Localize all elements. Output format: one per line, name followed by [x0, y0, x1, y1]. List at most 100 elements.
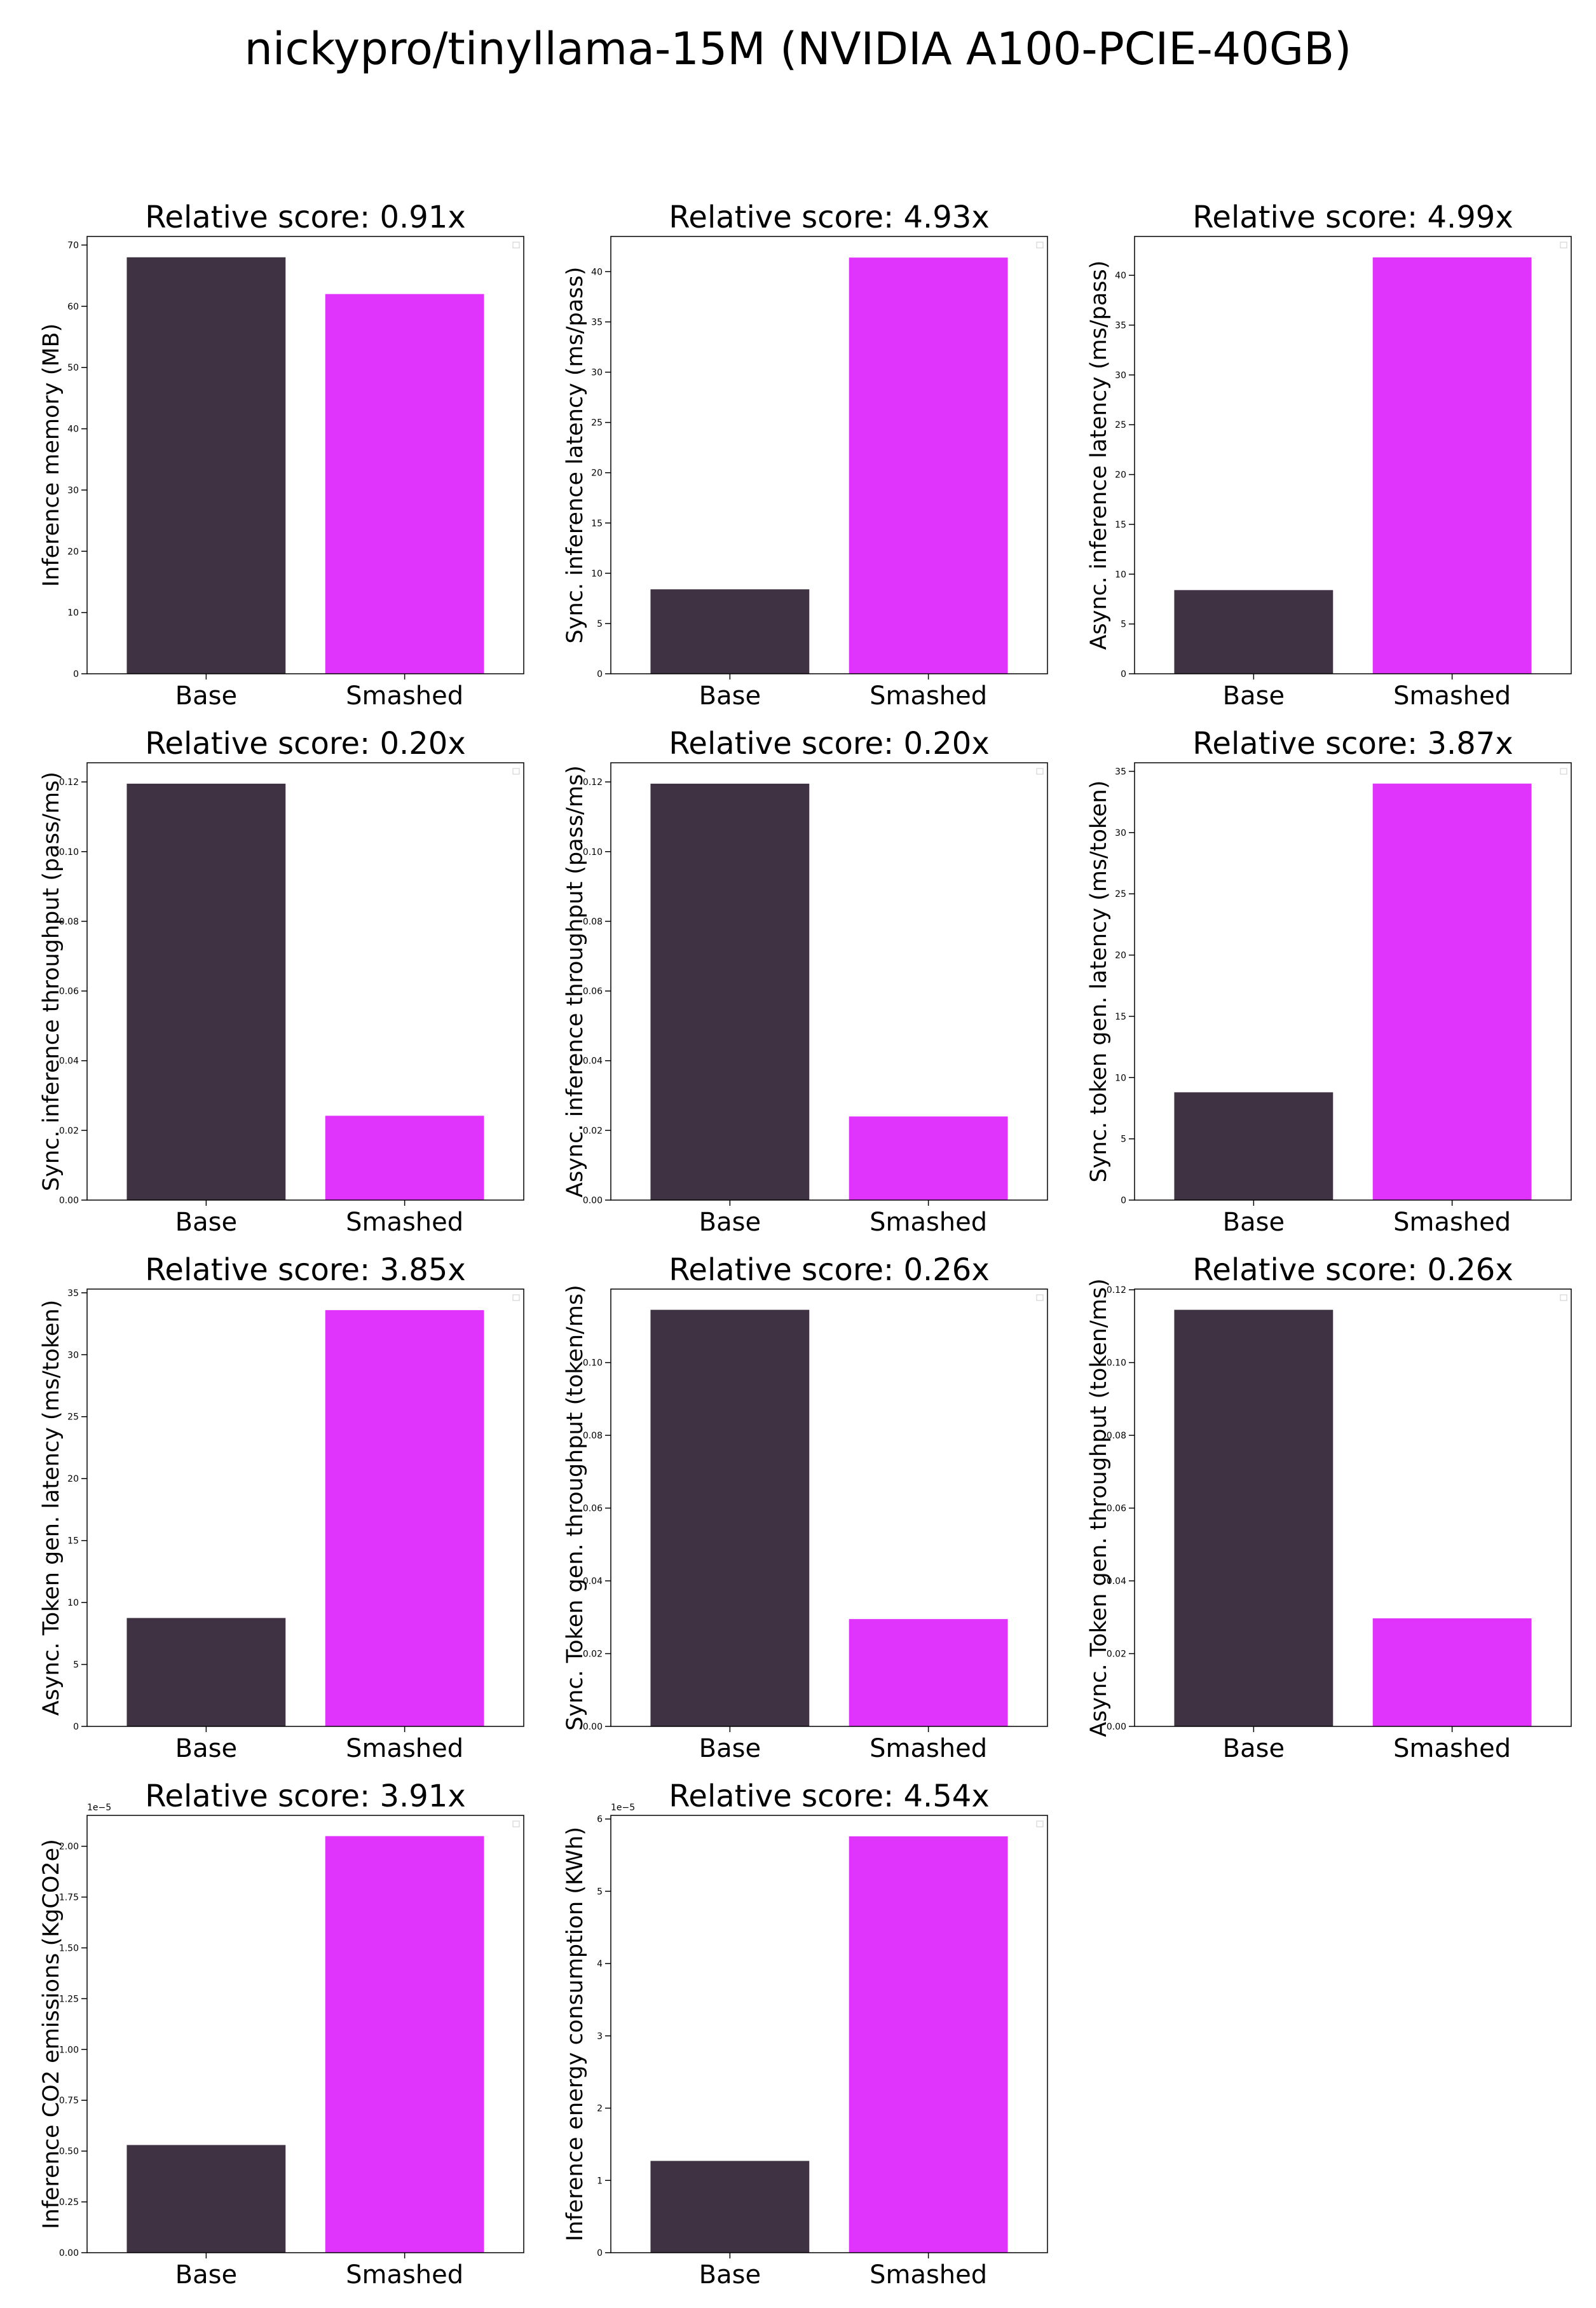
y-tick-label: 0.02 — [583, 1126, 603, 1136]
y-tick-label: 2.00 — [59, 1842, 79, 1852]
y-tick-label: 30 — [591, 368, 603, 378]
chart-title: Relative score: 0.20x — [669, 726, 990, 761]
x-tick-label: Smashed — [1393, 681, 1511, 711]
x-tick-label: Base — [1223, 1734, 1285, 1763]
bar-base — [650, 783, 810, 1200]
chart-panel-5: Relative score: 0.20x Base Smashed 0.00 0.02… — [563, 726, 1048, 1237]
y-tick-label: 10 — [591, 569, 603, 579]
x-tick-label: Smashed — [346, 1208, 463, 1237]
y-tick-label: 3 — [597, 2031, 603, 2042]
y-tick-label: 2 — [597, 2104, 603, 2114]
y-tick-label: 4 — [597, 1959, 603, 1969]
x-tick-label: Smashed — [870, 2260, 987, 2290]
y-tick-label: 20 — [591, 468, 603, 479]
y-tick-label: 0.00 — [59, 1196, 79, 1206]
chart-panel-9: Relative score: 0.26x Base Smashed 0.00 0.02… — [1086, 1252, 1572, 1763]
chart-panel-7: Relative score: 3.85x Base Smashed 0 5 10 15 20… — [39, 1252, 524, 1763]
y-tick-label: 5 — [597, 1887, 603, 1897]
x-tick-label: Base — [699, 1734, 761, 1763]
y-tick-label: 0.00 — [583, 1196, 603, 1206]
legend-box — [1560, 242, 1567, 249]
y-tick-label: 1.75 — [59, 1893, 79, 1903]
y-tick-label: 50 — [67, 363, 79, 373]
y-offset-label: 1e−5 — [87, 1803, 111, 1813]
y-tick-label: 0 — [1121, 669, 1126, 679]
legend-box — [1560, 1294, 1567, 1301]
legend-box — [512, 768, 520, 775]
y-tick-label: 25 — [591, 418, 603, 428]
axes-frame — [1134, 236, 1572, 674]
bar-base — [1174, 590, 1333, 674]
x-tick-label: Base — [175, 2260, 237, 2290]
axes-frame — [86, 1288, 524, 1727]
y-tick-label: 0.08 — [59, 917, 79, 927]
y-tick-label: 0.04 — [583, 1056, 603, 1067]
y-tick-label: 35 — [1115, 767, 1126, 777]
y-tick-label: 0.00 — [583, 1722, 603, 1732]
y-tick-label: 6 — [597, 1815, 603, 1825]
y-tick-label: 0.04 — [1107, 1576, 1126, 1587]
y-offset-label: 1e−5 — [611, 1803, 635, 1813]
y-tick-label: 0.10 — [583, 1358, 603, 1369]
chart-title: Relative score: 4.93x — [669, 200, 990, 235]
chart-panel-11: Relative score: 4.54x Base Smashed 0 1 2 3 4 5 61… — [563, 1779, 1048, 2290]
chart-title: Relative score: 0.26x — [669, 1252, 990, 1288]
y-tick-label: 0 — [597, 2248, 603, 2258]
y-tick-label: 0.25 — [59, 2197, 79, 2208]
y-axis-label: Async. inference latency (ms/pass) — [1086, 261, 1112, 650]
legend-box — [1036, 1820, 1044, 1827]
y-tick-label: 0.04 — [59, 1056, 79, 1067]
y-tick-label: 30 — [67, 1350, 79, 1360]
bar-base — [126, 783, 286, 1200]
chart-panel-10: Relative score: 3.91x Base Smashed 0.00 0.25… — [39, 1779, 524, 2290]
y-tick-label: 20 — [1115, 470, 1126, 481]
y-axis-label: Sync. inference latency (ms/pass) — [563, 267, 588, 644]
y-tick-label: 1.00 — [59, 2045, 79, 2055]
x-tick-label: Smashed — [346, 681, 463, 711]
bar-smashed — [325, 294, 484, 674]
chart-title: Relative score: 4.99x — [1192, 200, 1513, 235]
bar-smashed — [849, 1116, 1008, 1200]
y-tick-label: 20 — [67, 1474, 79, 1484]
bar-smashed — [849, 257, 1008, 674]
bar-base — [126, 257, 286, 674]
y-tick-label: 40 — [591, 267, 603, 277]
y-tick-label: 0.02 — [583, 1649, 603, 1660]
y-tick-label: 25 — [1115, 889, 1126, 899]
y-axis-label: Inference memory (MB) — [39, 324, 64, 587]
x-tick-label: Base — [699, 1208, 761, 1237]
y-tick-label: 30 — [67, 486, 79, 496]
y-axis-label: Async. inference throughput (pass/ms) — [563, 765, 588, 1198]
y-tick-label: 30 — [1115, 828, 1126, 838]
y-tick-label: 0.08 — [583, 1431, 603, 1441]
bar-smashed — [849, 1619, 1008, 1726]
x-tick-label: Base — [1223, 681, 1285, 711]
x-tick-label: Base — [699, 2260, 761, 2290]
x-tick-label: Smashed — [346, 2260, 463, 2290]
axes-frame — [1134, 1288, 1572, 1727]
y-tick-label: 5 — [73, 1660, 79, 1670]
axes-frame — [1134, 762, 1572, 1201]
y-tick-label: 0 — [597, 669, 603, 679]
legend-box — [1036, 768, 1044, 775]
bar-base — [126, 2145, 286, 2253]
y-tick-label: 0.06 — [1107, 1504, 1126, 1514]
legend-box — [512, 1294, 520, 1301]
bar-smashed — [325, 1310, 484, 1726]
x-tick-label: Smashed — [346, 1734, 463, 1763]
y-tick-label: 40 — [1115, 271, 1126, 281]
x-tick-label: Smashed — [1393, 1208, 1511, 1237]
y-tick-label: 0.10 — [59, 847, 79, 857]
x-tick-label: Smashed — [870, 681, 987, 711]
y-tick-label: 0 — [73, 669, 79, 679]
y-tick-label: 10 — [1115, 570, 1126, 580]
y-tick-label: 0.08 — [583, 917, 603, 927]
y-tick-label: 0.50 — [59, 2147, 79, 2157]
y-tick-label: 10 — [1115, 1073, 1126, 1083]
bar-base — [650, 589, 810, 674]
x-tick-label: Base — [1223, 1208, 1285, 1237]
y-tick-label: 0.12 — [583, 777, 603, 788]
y-axis-label: Inference energy consumption (KWh) — [563, 1827, 588, 2241]
bar-base — [650, 2161, 810, 2253]
